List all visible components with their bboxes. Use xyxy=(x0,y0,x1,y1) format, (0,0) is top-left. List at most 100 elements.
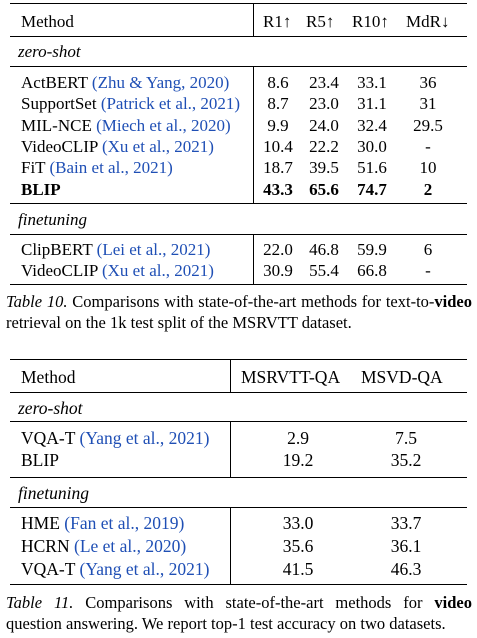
method-name: ActBERT xyxy=(21,73,88,92)
method-name: HME xyxy=(21,513,60,533)
method-cell: VideoCLIP (Xu et al., 2021) xyxy=(21,261,214,281)
top-rule xyxy=(10,3,467,5)
section-title: zero-shot xyxy=(18,398,83,418)
msvd-cell: 7.5 xyxy=(395,428,417,448)
r5-cell: 24.0 xyxy=(309,115,339,135)
r1-cell: 43.3 xyxy=(263,179,293,199)
r1-cell: 8.7 xyxy=(267,94,289,114)
caption-label: Table 11. xyxy=(6,593,74,612)
r1-cell: 18.7 xyxy=(263,158,293,178)
section-rule xyxy=(10,477,467,478)
mdr-cell: 29.5 xyxy=(413,115,443,135)
caption-label: Table 10. xyxy=(6,292,68,311)
r5-cell: 23.0 xyxy=(309,94,339,114)
method-name: SupportSet xyxy=(21,94,97,114)
method-citation: (Bain et al., 2021) xyxy=(49,158,173,178)
column-divider xyxy=(230,360,231,392)
method-citation: (Miech et al., 2020) xyxy=(96,115,231,135)
msvd-cell: 46.3 xyxy=(390,559,422,579)
method-cell: SupportSet (Patrick et al., 2021) xyxy=(21,94,240,114)
msrvtt-cell: 2.9 xyxy=(287,428,309,448)
column-divider xyxy=(230,422,231,477)
caption-text: Comparisons with state-of-the-art method… xyxy=(73,593,435,612)
r1-cell: 9.9 xyxy=(267,115,289,135)
header-rule xyxy=(10,392,467,393)
header-rule xyxy=(10,36,467,37)
mdr-cell: 10 xyxy=(419,158,437,178)
method-citation: (Le et al., 2020) xyxy=(74,536,187,556)
method-citation: (Patrick et al., 2021) xyxy=(100,94,241,114)
section-rule xyxy=(10,203,467,204)
header-method: Method xyxy=(21,12,74,31)
method-citation: (Yang et al., 2021) xyxy=(79,428,210,448)
mdr-cell: 36 xyxy=(419,73,437,92)
method-cell: HCRN (Le et al., 2020) xyxy=(21,536,186,557)
method-citation: (Xu et al., 2021) xyxy=(101,261,214,280)
header-r1: R1↑ xyxy=(263,12,292,31)
mdr-cell: 31 xyxy=(419,94,437,114)
method-name: MIL-NCE xyxy=(21,115,92,135)
method-cell: BLIP xyxy=(21,180,61,200)
method-citation: (Fan et al., 2019) xyxy=(64,513,185,533)
bottom-rule xyxy=(10,284,467,286)
r10-cell: 30.0 xyxy=(357,136,387,156)
header-msrvtt-qa: MSRVTT-QA xyxy=(241,367,341,387)
method-cell: BLIP xyxy=(21,450,59,471)
r5-cell: 65.6 xyxy=(309,179,339,199)
section-rule xyxy=(10,421,467,422)
r5-cell: 22.2 xyxy=(309,136,339,156)
method-name: FiT xyxy=(21,158,46,178)
mdr-cell: - xyxy=(425,136,431,156)
section-title: finetuning xyxy=(18,210,87,229)
r5-cell: 46.8 xyxy=(309,240,339,259)
method-citation: (Lei et al., 2021) xyxy=(96,240,211,259)
r5-cell: 39.5 xyxy=(309,158,339,178)
method-cell: VideoCLIP (Xu et al., 2021) xyxy=(21,137,214,157)
section-title: zero-shot xyxy=(18,42,81,61)
caption-bold: video xyxy=(434,593,472,612)
msvd-cell: 33.7 xyxy=(390,513,422,533)
section-rule xyxy=(10,507,467,508)
bottom-rule xyxy=(10,584,467,586)
r10-cell: 51.6 xyxy=(357,158,387,178)
msrvtt-cell: 41.5 xyxy=(282,559,314,579)
mdr-cell: 2 xyxy=(423,179,433,199)
r10-cell: 32.4 xyxy=(357,115,387,135)
header-mdr: MdR↓ xyxy=(406,12,450,31)
method-name: ClipBERT xyxy=(21,240,93,259)
r5-cell: 23.4 xyxy=(309,73,339,92)
method-citation: (Xu et al., 2021) xyxy=(101,136,214,156)
header-method: Method xyxy=(21,367,76,387)
msvd-cell: 35.2 xyxy=(390,449,422,470)
caption-text: Comparisons with state-of-the-art method… xyxy=(67,292,435,311)
caption-bold: video xyxy=(434,292,472,311)
column-divider xyxy=(253,67,254,203)
method-cell: HME (Fan et al., 2019) xyxy=(21,513,184,534)
mdr-cell: - xyxy=(425,261,431,280)
method-name: VideoCLIP xyxy=(21,136,98,156)
method-cell: VQA-T (Yang et al., 2021) xyxy=(21,559,209,580)
r10-cell: 74.7 xyxy=(357,179,387,199)
method-name: BLIP xyxy=(21,179,61,199)
r10-cell: 33.1 xyxy=(357,73,387,92)
column-divider xyxy=(253,235,254,284)
method-name: BLIP xyxy=(21,449,59,470)
method-cell: ClipBERT (Lei et al., 2021) xyxy=(21,240,210,260)
column-divider xyxy=(230,508,231,584)
method-name: VideoCLIP xyxy=(21,261,98,280)
caption-text: question answering. We report top-1 test… xyxy=(6,614,446,633)
r5-cell: 55.4 xyxy=(309,261,339,280)
section-title: finetuning xyxy=(18,483,89,503)
method-citation: (Yang et al., 2021) xyxy=(79,559,210,579)
table-11-caption: Table 11. Comparisons with state-of-the-… xyxy=(6,592,472,634)
msrvtt-cell: 35.6 xyxy=(282,536,314,556)
r10-cell: 31.1 xyxy=(357,94,387,114)
method-name: VQA-T xyxy=(21,559,76,579)
method-name: HCRN xyxy=(21,536,70,556)
r1-cell: 22.0 xyxy=(263,240,293,259)
method-citation: (Zhu & Yang, 2020) xyxy=(91,73,230,92)
table-10-caption: Table 10. Comparisons with state-of-the-… xyxy=(6,291,472,333)
method-cell: MIL-NCE (Miech et al., 2020) xyxy=(21,116,231,136)
section-rule xyxy=(10,66,467,67)
r10-cell: 66.8 xyxy=(357,261,387,280)
